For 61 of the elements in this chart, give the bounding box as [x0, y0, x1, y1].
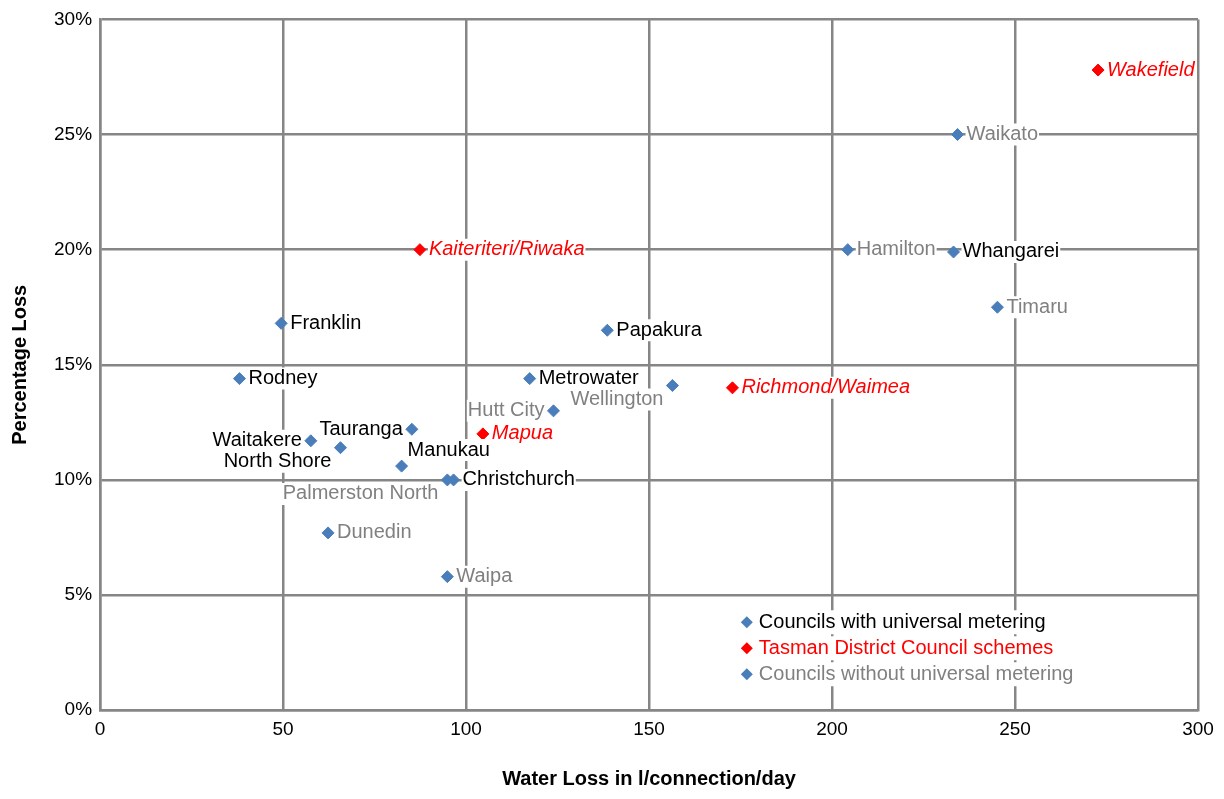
x-axis-title: Water Loss in l/connection/day [502, 766, 797, 789]
y-tick-label: 5% [64, 583, 93, 605]
point [304, 434, 318, 448]
x-tick-label: 50 [272, 717, 294, 739]
y-axis-title: Percentage Loss [7, 284, 30, 445]
point [841, 243, 855, 257]
x-tick-label: 100 [450, 717, 482, 739]
annotation: Metrowater [538, 366, 640, 389]
point [665, 379, 679, 393]
y-tick-label: 30% [54, 7, 93, 29]
annotation: Manukau [407, 437, 490, 460]
y-tick-label: 20% [54, 237, 93, 259]
annotation: Wellington [570, 387, 664, 410]
annotation: Franklin [290, 310, 362, 333]
point [321, 526, 335, 540]
annotation: North Shore [223, 449, 332, 472]
annotation: Kaiteriteri/Riwaka [428, 237, 585, 260]
point [232, 372, 246, 386]
y-tick-label: 25% [54, 122, 93, 144]
annotation: Wakefield [1107, 57, 1196, 80]
point [1091, 63, 1105, 77]
annotation: Dunedin [337, 520, 412, 543]
legend-label: Councils with universal metering [758, 609, 1046, 632]
point [405, 422, 419, 436]
annotation: Waitakere [212, 428, 302, 451]
point [523, 372, 537, 386]
x-tick-label: 0 [94, 717, 106, 739]
y-tick-label: 10% [54, 468, 93, 490]
legend-label: Tasman District Council schemes [758, 635, 1054, 658]
y-tick-label: 0% [64, 698, 93, 720]
annotation: Palmerston North [282, 481, 439, 504]
annotation: Timaru [1006, 294, 1068, 317]
x-tick-label: 250 [999, 717, 1031, 739]
legend-label: Councils without universal metering [758, 661, 1074, 684]
point [600, 323, 614, 337]
annotation: Papakura [616, 317, 703, 340]
y-tick-label: 15% [54, 353, 93, 375]
x-tick-label: 300 [1182, 717, 1214, 739]
x-tick-label: 200 [816, 717, 848, 739]
annotation: Richmond/Waimea [741, 375, 911, 398]
point [546, 404, 560, 418]
point [725, 381, 739, 395]
point [440, 570, 454, 584]
annotation: Mapua [491, 421, 554, 444]
point [333, 441, 347, 455]
annotation: Christchurch [462, 467, 575, 490]
point [990, 300, 1004, 314]
annotation: Hamilton [856, 237, 936, 260]
point [413, 243, 427, 257]
annotation: Whangarei [962, 239, 1060, 262]
point [274, 316, 288, 330]
annotation: Rodney [248, 366, 318, 389]
point [951, 128, 965, 142]
x-tick-label: 150 [633, 717, 665, 739]
annotation: Tauranga [319, 416, 404, 439]
point [947, 245, 961, 259]
annotation: Hutt City [467, 398, 545, 421]
point [476, 427, 490, 441]
point [395, 459, 409, 473]
annotation: Waikato [966, 122, 1039, 145]
annotation: Waipa [456, 564, 514, 587]
